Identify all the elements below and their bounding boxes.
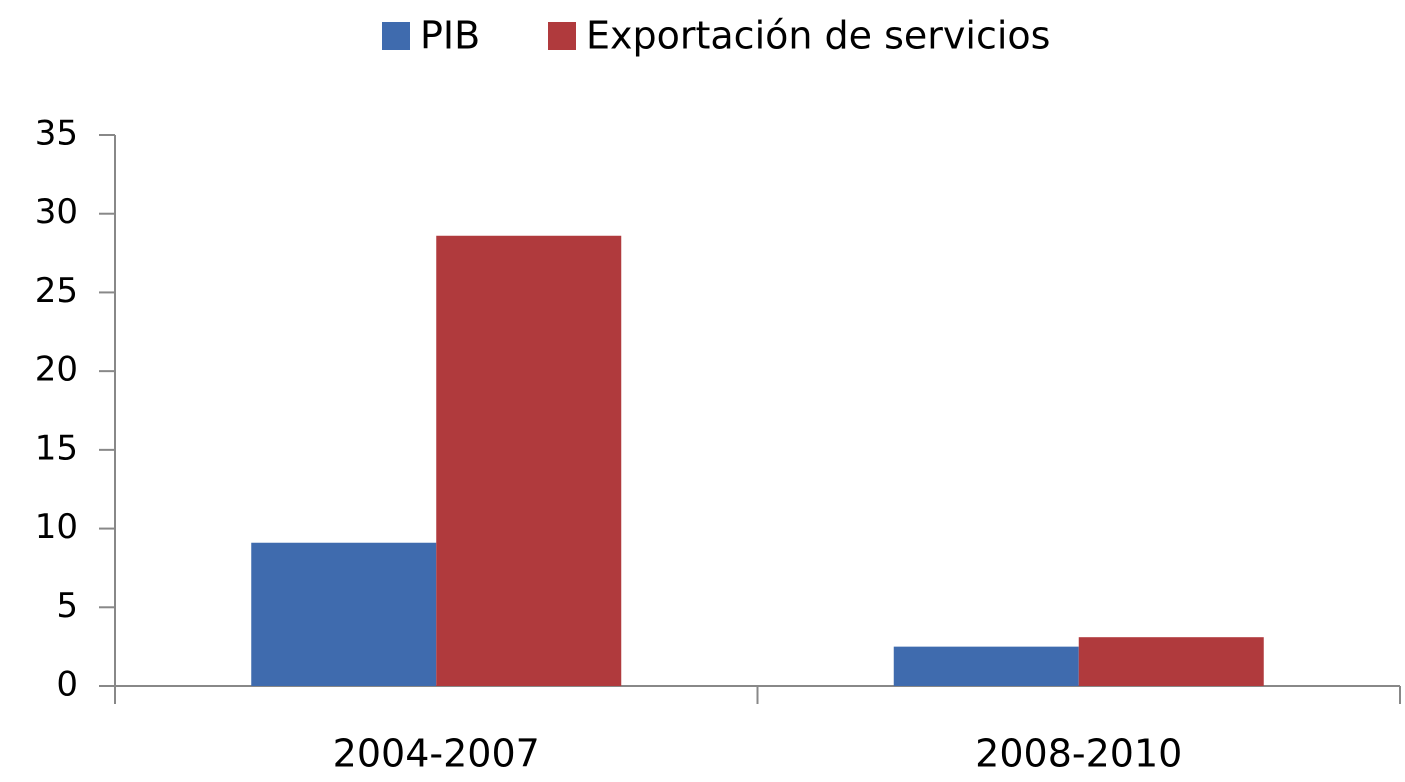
y-tick-label: 20 bbox=[35, 350, 78, 390]
x-tick-label: 2008-2010 bbox=[975, 732, 1182, 776]
legend-label: PIB bbox=[420, 14, 480, 58]
bar bbox=[893, 646, 1079, 686]
x-tick-label: 2004-2007 bbox=[333, 732, 540, 776]
y-tick-label: 5 bbox=[56, 586, 78, 626]
legend-swatch bbox=[382, 22, 410, 50]
bar bbox=[436, 235, 622, 687]
y-tick-label: 25 bbox=[35, 271, 78, 311]
legend-label: Exportación de servicios bbox=[586, 14, 1050, 58]
legend-swatch bbox=[548, 22, 576, 50]
y-tick-label: 35 bbox=[35, 114, 78, 154]
y-tick-label: 0 bbox=[56, 665, 78, 705]
y-tick-label: 30 bbox=[35, 192, 78, 232]
y-tick-label: 10 bbox=[35, 507, 78, 547]
bar bbox=[1078, 637, 1264, 686]
y-tick-label: 15 bbox=[35, 428, 78, 468]
bar bbox=[251, 542, 437, 686]
